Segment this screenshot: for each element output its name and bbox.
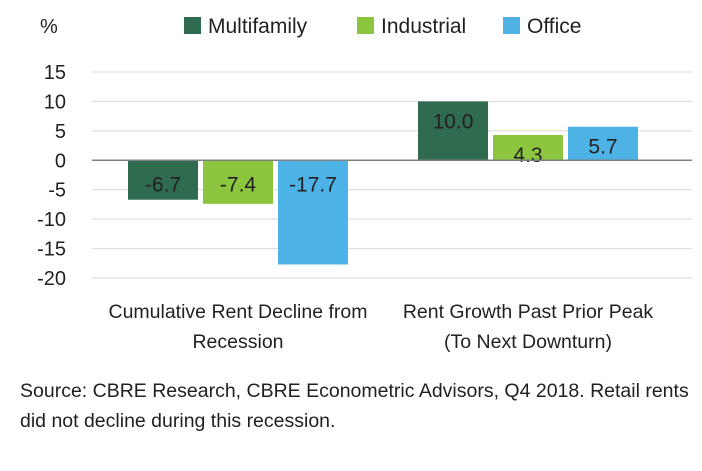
bar-office bbox=[278, 160, 348, 265]
legend-label: Office bbox=[527, 15, 581, 38]
legend-swatch bbox=[357, 17, 374, 34]
y-tick-label: -20 bbox=[37, 268, 66, 290]
x-category-label: Recession bbox=[192, 331, 283, 353]
data-label: -17.7 bbox=[289, 173, 337, 196]
x-category-label: Cumulative Rent Decline from bbox=[108, 301, 367, 323]
bar-multifamily bbox=[128, 160, 198, 200]
y-tick-label: -15 bbox=[37, 239, 66, 261]
y-tick-label: -10 bbox=[37, 209, 66, 231]
data-label: -7.4 bbox=[220, 173, 257, 196]
y-tick-label: 5 bbox=[55, 121, 66, 143]
data-label: 4.3 bbox=[513, 144, 542, 167]
y-axis-label: % bbox=[40, 16, 58, 38]
bar-multifamily bbox=[418, 101, 488, 161]
x-category-label: (To Next Downturn) bbox=[444, 331, 612, 353]
data-label: 10.0 bbox=[433, 110, 474, 133]
y-tick-label: -5 bbox=[48, 180, 66, 202]
source-note: Source: CBRE Research, CBRE Econometric … bbox=[20, 380, 689, 432]
legend-swatch bbox=[184, 17, 201, 34]
legend-label: Industrial bbox=[381, 15, 466, 38]
y-tick-label: 0 bbox=[55, 150, 66, 172]
y-tick-label: 10 bbox=[44, 91, 66, 113]
bar-office bbox=[568, 126, 638, 161]
y-tick-label: 15 bbox=[44, 62, 66, 84]
bar-industrial bbox=[493, 134, 563, 161]
data-label: -6.7 bbox=[145, 173, 181, 196]
data-label: 5.7 bbox=[588, 136, 617, 159]
bar-industrial bbox=[203, 160, 273, 204]
legend-label: Multifamily bbox=[208, 15, 308, 38]
x-category-label: Rent Growth Past Prior Peak bbox=[403, 301, 654, 323]
legend-swatch bbox=[503, 17, 520, 34]
